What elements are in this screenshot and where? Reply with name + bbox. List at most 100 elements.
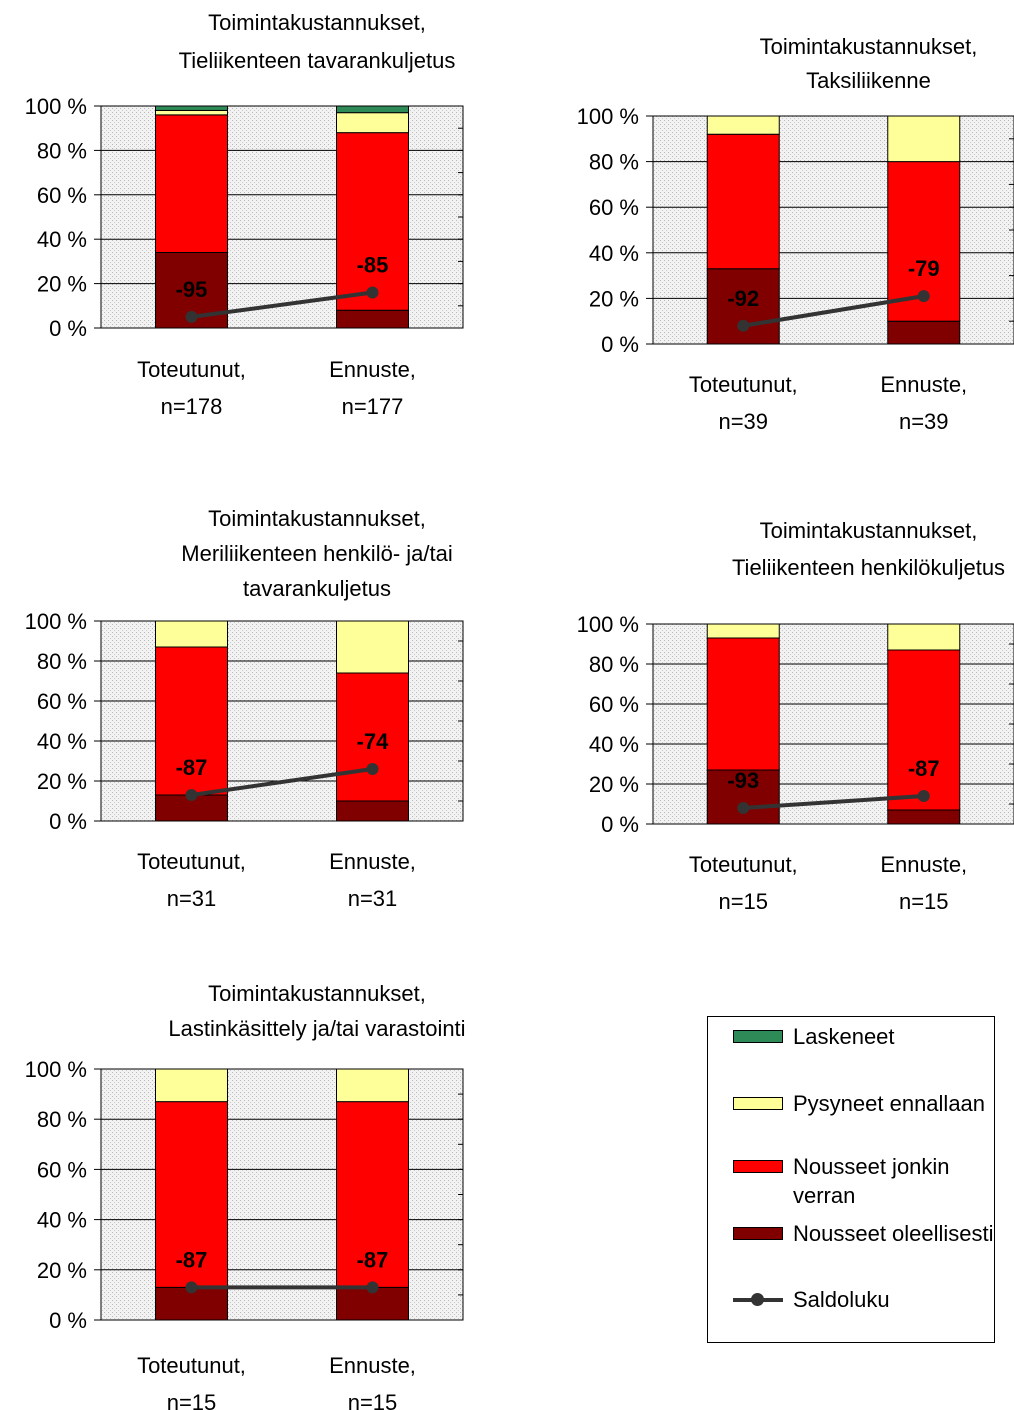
y-tick-label: 40 % xyxy=(37,227,87,252)
saldoluku-line xyxy=(742,294,925,328)
saldoluku-line xyxy=(743,794,924,810)
saldoluku-point xyxy=(737,319,750,332)
bar-segment xyxy=(155,620,228,648)
x-tick-label: n=31 xyxy=(348,886,398,911)
bar-segment xyxy=(155,105,228,111)
saldoluku-point xyxy=(917,290,930,303)
legend-swatch-laskeneet xyxy=(733,1030,783,1043)
y-tick-label: 100 % xyxy=(25,609,87,634)
plot-border xyxy=(100,620,464,822)
bar-segment xyxy=(336,800,409,822)
saldoluku-label: -95 xyxy=(176,277,208,302)
saldoluku-label: -87 xyxy=(357,1247,389,1272)
y-tick-label: 60 % xyxy=(37,689,87,714)
bar-segment xyxy=(887,649,961,811)
x-tick-label: n=15 xyxy=(167,1390,217,1410)
x-tick-label: Toteutunut, xyxy=(689,852,798,877)
chart-title: Tieliikenteen henkilökuljetus xyxy=(732,555,1005,580)
y-tick-label: 20 % xyxy=(37,1258,87,1283)
y-tick-label: 20 % xyxy=(589,772,639,797)
y-tick-label: 0 % xyxy=(49,809,87,834)
saldoluku-label: -87 xyxy=(176,755,208,780)
plot-border xyxy=(100,105,464,329)
bar-segment xyxy=(155,1068,228,1103)
saldoluku-point xyxy=(737,802,750,814)
y-tick-label: 100 % xyxy=(577,104,639,129)
y-tick-label: 40 % xyxy=(589,732,639,757)
bar-segment xyxy=(887,809,961,825)
x-tick-label: Ennuste, xyxy=(880,372,967,397)
chart-1: Toimintakustannukset, Tieliikenteen tavar… xyxy=(25,10,464,419)
y-tick-label: 100 % xyxy=(25,1057,87,1082)
chart-title: Lastinkäsittely ja/tai varastointi xyxy=(168,1016,465,1041)
saldoluku-label: -92 xyxy=(727,286,759,311)
saldoluku-point xyxy=(185,789,198,801)
saldoluku-point xyxy=(366,286,379,299)
y-tick-label: 80 % xyxy=(37,649,87,674)
saldoluku-point xyxy=(185,1281,198,1294)
bar-segment xyxy=(155,114,228,254)
plot-border xyxy=(100,1068,464,1321)
saldoluku-point xyxy=(366,763,379,775)
chart-title: Toimintakustannukset, xyxy=(208,10,426,35)
y-tick-label: 80 % xyxy=(589,652,639,677)
y-tick-label: 20 % xyxy=(589,286,639,311)
bar-segment xyxy=(336,672,409,802)
bar-segment xyxy=(706,623,780,639)
chart-title: Meriliikenteen henkilö- ja/tai xyxy=(181,541,452,566)
y-tick-label: 60 % xyxy=(589,195,639,220)
y-tick-label: 40 % xyxy=(37,729,87,754)
saldoluku-label: -87 xyxy=(176,1247,208,1272)
chart-title: Toimintakustannukset, xyxy=(760,518,978,543)
x-tick-label: Ennuste, xyxy=(329,1353,416,1378)
chart-2: Toimintakustannukset, Taksiliikenne 0 % 20 … xyxy=(577,34,1014,434)
bar-segment xyxy=(706,133,780,270)
chart-3: Toimintakustannukset, Meriliikenteen henk… xyxy=(25,506,464,911)
bar-segment xyxy=(155,109,228,116)
y-tick-label: 40 % xyxy=(589,241,639,266)
bar-segment xyxy=(706,637,780,771)
x-tick-label: n=178 xyxy=(161,394,223,419)
chart-title: Taksiliikenne xyxy=(806,68,931,93)
chart-title: tavarankuljetus xyxy=(243,576,391,601)
legend-swatch-pysyneet xyxy=(733,1097,783,1110)
plot-border xyxy=(652,623,1014,825)
chart-5: Toimintakustannukset, Lastinkäsittely ja/… xyxy=(25,981,466,1410)
y-tick-label: 60 % xyxy=(589,692,639,717)
y-tick-label: 80 % xyxy=(37,138,87,163)
legend-label: Saldoluku xyxy=(793,1287,890,1312)
saldoluku-label: -79 xyxy=(908,256,940,281)
bar-segment xyxy=(336,112,409,134)
legend-label: Nousseet jonkin verran xyxy=(793,1154,950,1208)
chart-title: Toimintakustannukset, xyxy=(208,506,426,531)
y-tick-label: 80 % xyxy=(589,150,639,175)
bar-segment xyxy=(706,115,780,135)
saldoluku-label: -93 xyxy=(727,768,759,793)
saldoluku-line xyxy=(191,290,373,319)
y-tick-label: 80 % xyxy=(37,1107,87,1132)
bar-segment xyxy=(336,1068,409,1103)
chart-title: Toimintakustannukset, xyxy=(760,34,978,59)
bar-segment xyxy=(887,320,961,345)
x-tick-label: n=39 xyxy=(718,409,768,434)
x-tick-label: Toteutunut, xyxy=(689,372,798,397)
legend-label: Laskeneet xyxy=(793,1024,895,1049)
saldoluku-point xyxy=(185,310,198,323)
y-tick-label: 100 % xyxy=(25,94,87,119)
x-tick-label: n=15 xyxy=(718,889,768,914)
x-tick-label: n=31 xyxy=(167,886,217,911)
x-tick-label: Ennuste, xyxy=(329,849,416,874)
saldoluku-label: -85 xyxy=(357,252,389,277)
y-tick-label: 0 % xyxy=(601,812,639,837)
legend-label: Pysyneet ennallaan xyxy=(793,1091,986,1116)
y-tick-label: 100 % xyxy=(577,612,639,637)
chart-title: Toimintakustannukset, xyxy=(208,981,426,1006)
y-tick-label: 0 % xyxy=(49,1308,87,1333)
saldoluku-point xyxy=(917,790,930,802)
bar-segment xyxy=(887,623,961,651)
saldoluku-line xyxy=(191,767,373,797)
chart-title: Tieliikenteen tavarankuljetus xyxy=(179,48,456,73)
y-tick-label: 0 % xyxy=(49,316,87,341)
bar-segment xyxy=(155,1101,228,1288)
